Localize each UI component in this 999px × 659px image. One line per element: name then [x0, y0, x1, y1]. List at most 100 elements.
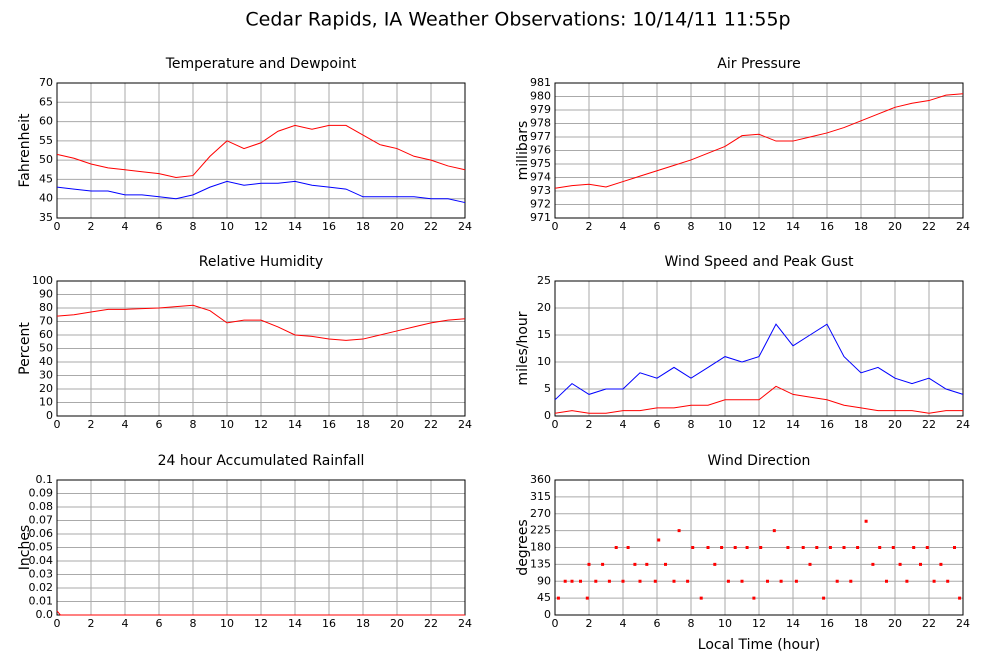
scatter-point — [842, 546, 846, 549]
scatter-point — [706, 546, 710, 549]
x-tick-label: 16 — [322, 617, 336, 630]
x-tick-label: 12 — [254, 220, 268, 233]
y-axis-label: degrees — [515, 519, 531, 575]
y-tick-label: 974 — [530, 171, 551, 184]
scatter-point — [691, 546, 695, 549]
y-tick-label: 40 — [39, 355, 53, 368]
y-tick-label: 55 — [39, 134, 53, 147]
scatter-point — [871, 562, 875, 566]
x-tick-label: 20 — [390, 418, 404, 431]
x-tick-label: 4 — [122, 418, 129, 431]
series-line — [554, 93, 964, 189]
chart-title: Wind Direction — [708, 453, 811, 469]
x-tick-label: 18 — [356, 617, 370, 630]
scatter-point — [808, 562, 812, 566]
plot-border — [554, 82, 964, 219]
scatter-point — [579, 579, 582, 583]
scatter-point — [905, 579, 909, 583]
scatter-point — [925, 546, 929, 549]
series-line — [554, 385, 963, 414]
x-tick-label: 16 — [322, 220, 336, 233]
y-tick-label: 80 — [39, 301, 53, 314]
y-tick-label: 0.1 — [36, 473, 54, 486]
x-tick-label: 18 — [356, 220, 370, 233]
x-tick-label: 18 — [854, 220, 868, 233]
figure-title: Cedar Rapids, IA Weather Observations: 1… — [245, 9, 790, 31]
x-tick-label: 6 — [156, 617, 163, 630]
x-tick-label: 14 — [786, 220, 800, 233]
x-tick-label: 0 — [552, 617, 559, 630]
x-tick-label: 24 — [956, 617, 970, 630]
scatter-point — [653, 579, 657, 583]
scatter-point — [686, 579, 690, 583]
y-tick-label: 973 — [530, 184, 551, 197]
x-tick-label: 0 — [54, 617, 61, 630]
x-tick-label: 10 — [718, 418, 732, 431]
x-tick-label: 8 — [190, 220, 197, 233]
y-tick-label: 5 — [544, 382, 551, 395]
series-line — [56, 180, 466, 204]
plot-border — [554, 280, 964, 417]
y-tick-label: 60 — [39, 328, 53, 341]
y-tick-label: 0.09 — [29, 487, 54, 500]
x-tick-label: 2 — [88, 617, 95, 630]
series-line — [554, 323, 964, 401]
chart-title: Relative Humidity — [199, 254, 323, 270]
scatter-point — [898, 562, 902, 566]
scatter-point — [633, 562, 637, 566]
x-tick-label: 18 — [356, 418, 370, 431]
y-tick-label: 30 — [39, 369, 53, 382]
scatter-point — [878, 546, 882, 549]
y-tick-label: 20 — [39, 382, 53, 395]
x-tick-label: 4 — [122, 220, 129, 233]
y-tick-label: 0.04 — [29, 554, 54, 567]
scatter-point — [587, 562, 591, 566]
scatter-point — [786, 546, 790, 549]
plot-border — [554, 479, 964, 616]
y-tick-label: 0.02 — [29, 581, 54, 594]
y-tick-label: 0.01 — [29, 595, 54, 608]
scatter-point — [891, 546, 895, 549]
y-tick-label: 90 — [537, 574, 551, 587]
y-tick-label: 0.05 — [29, 541, 54, 554]
x-tick-label: 2 — [88, 418, 95, 431]
y-tick-label: 90 — [39, 288, 53, 301]
x-tick-label: 16 — [820, 418, 834, 431]
x-tick-label: 24 — [458, 220, 472, 233]
scatter-point — [563, 579, 567, 583]
x-tick-label: 16 — [322, 418, 336, 431]
x-tick-label: 8 — [190, 418, 197, 431]
y-tick-label: 135 — [530, 557, 551, 570]
x-tick-label: 20 — [888, 220, 902, 233]
y-tick-label: 0.03 — [29, 568, 54, 581]
y-tick-label: 225 — [530, 524, 551, 537]
series-line — [56, 610, 465, 616]
y-axis-label: Fahrenheit — [17, 113, 33, 188]
x-tick-label: 22 — [922, 617, 936, 630]
scatter-point — [645, 562, 649, 566]
scatter-point — [657, 538, 661, 542]
y-tick-label: 0.06 — [29, 527, 54, 540]
y-tick-label: 270 — [530, 507, 551, 520]
y-tick-label: 360 — [530, 473, 551, 486]
scatter-point — [912, 546, 916, 549]
scatter-point — [752, 596, 756, 600]
scatter-point — [638, 579, 642, 583]
y-tick-label: 0.0 — [36, 608, 54, 621]
x-tick-label: 22 — [424, 617, 438, 630]
scatter-point — [856, 546, 860, 549]
x-tick-label: 16 — [820, 220, 834, 233]
y-tick-label: 50 — [39, 153, 53, 166]
y-axis-label: Percent — [17, 322, 33, 375]
x-tick-label: 14 — [288, 617, 302, 630]
y-tick-label: 45 — [39, 172, 53, 185]
scatter-point — [849, 579, 853, 583]
x-tick-label: 22 — [424, 418, 438, 431]
y-tick-label: 70 — [39, 315, 53, 328]
y-tick-label: 65 — [39, 95, 53, 108]
x-tick-label: 10 — [220, 220, 234, 233]
x-tick-label: 12 — [752, 220, 766, 233]
scatter-point — [759, 546, 763, 549]
x-tick-label: 14 — [288, 418, 302, 431]
y-tick-label: 0.07 — [29, 514, 54, 527]
